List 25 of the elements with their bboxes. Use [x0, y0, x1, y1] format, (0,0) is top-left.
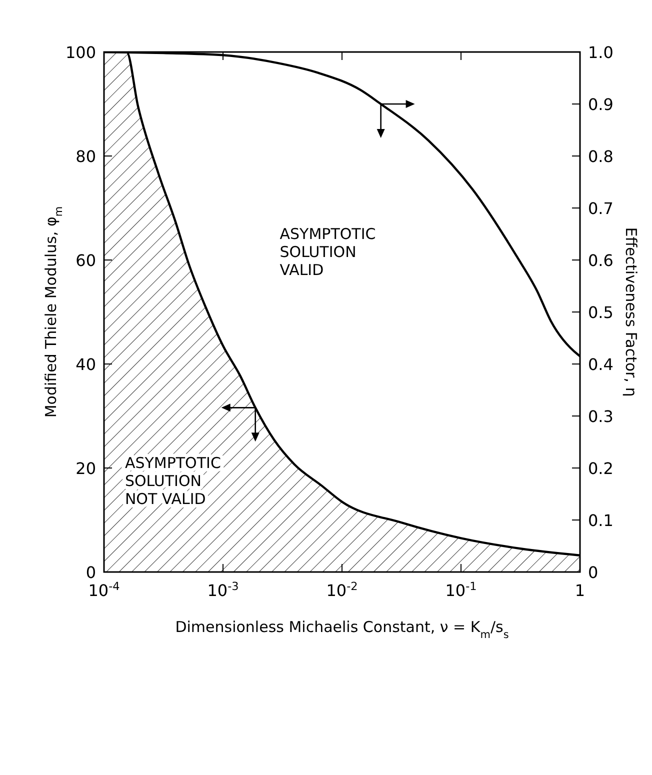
y2-tick-label: 0.3	[588, 407, 614, 426]
y2-tick-label: 0.4	[588, 355, 614, 374]
y-tick-label: 80	[76, 147, 96, 166]
y2-tick-label: 0.8	[588, 147, 614, 166]
y-tick-label: 40	[76, 355, 96, 374]
y-tick-label: 60	[76, 251, 96, 270]
y-tick-label: 20	[76, 459, 96, 478]
x-tick-label: 1	[574, 581, 586, 600]
annotation: ASYMPTOTIC SOLUTION VALID	[280, 225, 376, 280]
y2-tick-label: 0.6	[588, 251, 614, 270]
y2-axis-title: Effectiveness Factor, η	[622, 227, 640, 397]
y2-tick-label: 0.1	[588, 511, 614, 530]
y2-tick-label: 1.0	[588, 43, 614, 62]
y2-tick-label: 0.7	[588, 199, 614, 218]
x-tick-label: 10$^{-4}$	[88, 580, 120, 600]
y2-tick-label: 0.2	[588, 459, 614, 478]
y2-tick-label: 0	[588, 563, 598, 582]
x-tick-label: 10$^{-1}$	[445, 580, 477, 600]
x-tick-label: 10$^{-2}$	[326, 580, 358, 600]
x-axis-title: Dimensionless Michaelis Constant, ν = K$_{m}$/s$_{s}$	[175, 618, 509, 641]
y-tick-label: 0	[86, 563, 96, 582]
x-tick-label: 10$^{-3}$	[207, 580, 239, 600]
y2-tick-label: 0.5	[588, 303, 614, 322]
y2-tick-label: 0.9	[588, 95, 614, 114]
y-tick-label: 100	[65, 43, 96, 62]
